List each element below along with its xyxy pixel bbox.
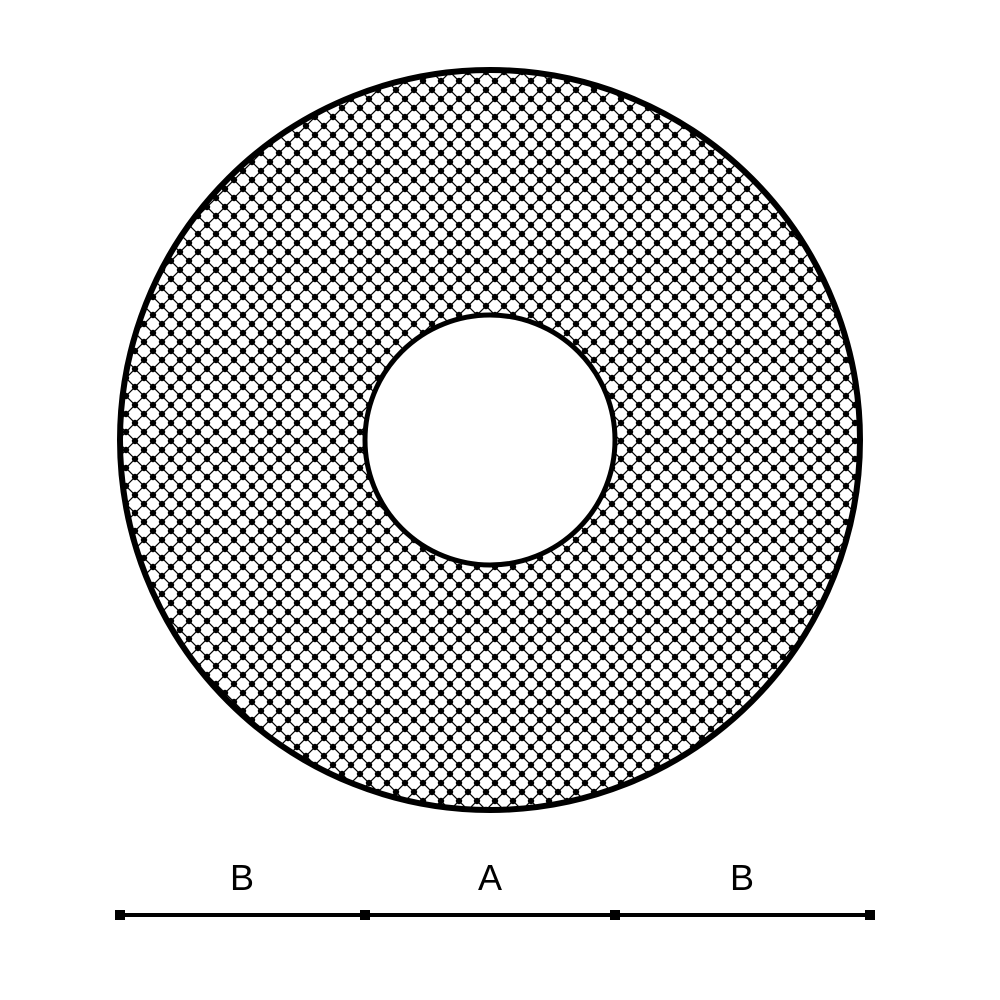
dimension-tick: [360, 910, 370, 920]
diagram-canvas: BAB: [0, 0, 1000, 1000]
dimension-label: B: [730, 857, 754, 898]
dimension-tick: [115, 910, 125, 920]
dimension-label: A: [478, 857, 502, 898]
ring-cross-section: [0, 0, 1000, 1000]
dimension-label: B: [230, 857, 254, 898]
dimension-tick: [865, 910, 875, 920]
dimension-tick: [610, 910, 620, 920]
